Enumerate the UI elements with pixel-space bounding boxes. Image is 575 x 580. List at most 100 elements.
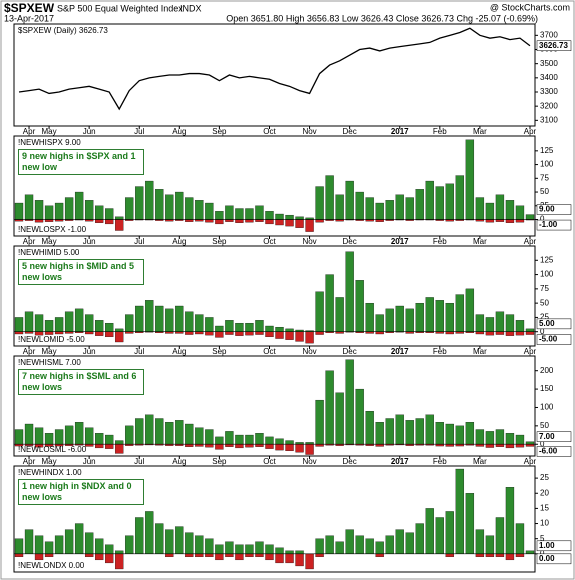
low-bar: [84, 331, 94, 335]
x-tick-label: Jul: [134, 347, 144, 356]
high-bar: [365, 197, 374, 220]
x-tick-label: Aug: [172, 237, 186, 246]
high-bar: [345, 529, 354, 554]
high-bar: [245, 544, 254, 554]
high-bar: [115, 216, 124, 220]
high-bar: [44, 541, 54, 554]
annotation: 5 new highs in $MID and 5 new lows: [18, 259, 144, 285]
high-bar: [24, 194, 34, 220]
high-bar: [14, 202, 24, 220]
x-tick-label: Nov: [302, 457, 316, 466]
y-tick-label: 100: [540, 270, 554, 279]
high-bar: [275, 438, 284, 445]
low-bar: [445, 444, 454, 447]
high-bar: [95, 538, 104, 554]
low-bar: [495, 219, 505, 222]
low-bar: [275, 553, 284, 564]
high-bar: [24, 529, 34, 554]
high-bar: [375, 314, 384, 332]
high-bar: [265, 544, 274, 554]
low-bar: [255, 444, 264, 447]
high-bar: [445, 302, 454, 332]
low-bar: [245, 331, 254, 336]
high-bar: [34, 200, 44, 220]
low-bar: [225, 331, 234, 335]
y-tick-label: 75: [540, 173, 549, 182]
low-bar: [265, 331, 274, 338]
high-bar: [14, 429, 24, 445]
high-bar: [315, 399, 324, 445]
low-bar: [14, 331, 24, 335]
high-bar: [265, 211, 274, 220]
high-bar: [285, 440, 294, 445]
high-bar: [125, 314, 134, 332]
low-bar: [505, 444, 515, 449]
low-bar: [315, 553, 324, 558]
high-bar: [415, 418, 424, 445]
credit: @ StockCharts.com: [490, 2, 570, 12]
current-value-label: -1.00: [539, 220, 558, 229]
low-bar: [275, 219, 284, 226]
high-bar: [64, 425, 74, 445]
high-bar: [295, 216, 304, 220]
high-bar: [285, 328, 294, 332]
low-bar: [375, 219, 384, 222]
high-bar: [205, 429, 214, 445]
x-tick-label: Aug: [172, 457, 186, 466]
low-bar: [205, 444, 214, 448]
legend-entry: !NEWLOMID -5.00: [18, 335, 85, 344]
high-bar: [155, 523, 164, 554]
x-tick-label: Feb: [433, 237, 447, 246]
low-bar: [475, 444, 485, 447]
high-bar: [445, 423, 454, 445]
y-tick-label: 50: [540, 187, 549, 196]
high-bar: [165, 529, 174, 554]
y-tick-label: 0: [540, 215, 545, 224]
high-bar: [455, 468, 465, 554]
low-bar: [315, 331, 324, 335]
high-bar: [215, 211, 224, 220]
high-bar: [95, 320, 104, 332]
y-tick-label: 50: [540, 298, 549, 307]
high-bar: [14, 317, 24, 332]
high-bar: [225, 541, 234, 554]
high-bar: [245, 322, 254, 332]
high-bar: [335, 194, 344, 220]
high-bar: [385, 535, 394, 554]
current-value-box: [536, 446, 572, 457]
y-tick-label: 3300: [540, 87, 558, 96]
high-bar: [54, 535, 64, 554]
high-bar: [375, 541, 384, 554]
low-bar: [44, 219, 54, 222]
low-bar: [515, 331, 525, 336]
high-bar: [495, 429, 505, 445]
low-bar: [84, 444, 94, 447]
high-bar: [405, 532, 414, 554]
low-bar: [245, 553, 254, 558]
low-bar: [505, 553, 515, 561]
high-bar: [205, 202, 214, 220]
high-bar: [435, 422, 444, 445]
high-bar: [155, 418, 164, 445]
x-tick-label: Jun: [83, 347, 96, 356]
low-bar: [95, 553, 104, 561]
high-bar: [475, 429, 485, 445]
x-tick-label: Oct: [263, 237, 276, 246]
current-value-label: 7.00: [539, 432, 555, 441]
low-bar: [245, 444, 254, 448]
low-bar: [285, 444, 294, 452]
low-bar: [475, 553, 485, 558]
high-bar: [375, 422, 384, 445]
low-bar: [445, 553, 454, 558]
high-bar: [465, 422, 475, 445]
current-value-label: -5.00: [539, 335, 558, 344]
y-tick-label: 3700: [540, 30, 558, 39]
current-value-label: 9.00: [539, 205, 555, 214]
high-bar: [115, 440, 124, 445]
x-tick-label: 2017: [391, 347, 409, 356]
high-bar: [335, 297, 344, 332]
high-bar: [175, 526, 184, 554]
high-bar: [395, 194, 404, 220]
low-bar: [105, 444, 114, 449]
